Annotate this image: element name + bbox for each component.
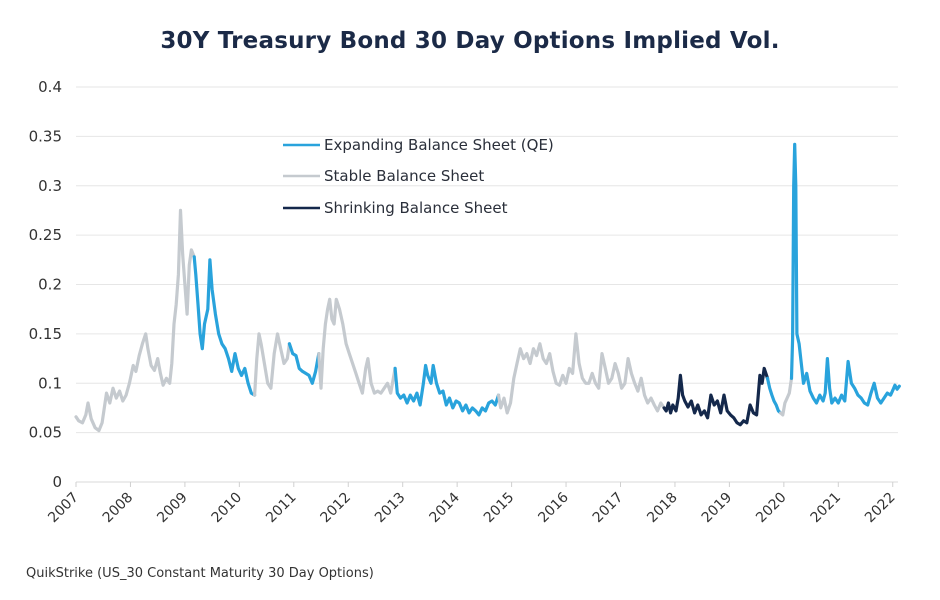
y-tick-label: 0.1 [38, 374, 62, 392]
legend: Expanding Balance Sheet (QE) Stable Balan… [283, 136, 554, 217]
x-tick-label: 2008 [100, 490, 137, 527]
series-line-expanding-segment-8 [765, 376, 783, 415]
x-tick-label: 2016 [535, 489, 572, 526]
gridlines [76, 86, 898, 483]
y-tick-label: 0.25 [29, 226, 62, 244]
series-line-stable-segment-4 [317, 297, 397, 395]
x-tick-label: 2014 [426, 489, 463, 526]
legend-label-shrinking: Shrinking Balance Sheet [324, 199, 508, 217]
series-line-expanding-segment-3 [287, 342, 321, 385]
series-line-shrinking-segment-7 [662, 366, 770, 427]
series-line-stable-segment-2 [253, 332, 291, 397]
x-tick-label: 2021 [808, 490, 845, 527]
x-tick-label: 2010 [209, 490, 246, 527]
x-tick-label: 2009 [154, 490, 191, 527]
y-tick-label: 0.35 [29, 127, 62, 145]
series-line-stable-segment-6 [496, 332, 666, 415]
x-tick-label: 2015 [481, 490, 518, 527]
x-axis-ticks: 2007 2008 2009 2010 2011 2012 2013 2014 2015 2016… [45, 482, 899, 527]
legend-label-expanding: Expanding Balance Sheet (QE) [324, 136, 554, 154]
x-tick-label: 2018 [644, 490, 681, 527]
series-line-stable-segment-9 [779, 376, 794, 417]
series-line-expanding-segment-1 [192, 255, 257, 397]
legend-label-stable: Stable Balance Sheet [324, 167, 484, 185]
source-note: QuikStrike (US_30 Constant Maturity 30 D… [26, 566, 374, 581]
series-line-stable-segment-0 [74, 208, 196, 433]
y-tick-label: 0.2 [38, 276, 62, 294]
x-tick-label: 2011 [263, 490, 300, 527]
y-tick-label: 0.4 [38, 78, 62, 96]
y-tick-label: 0.05 [29, 424, 62, 442]
chart-title: 30Y Treasury Bond 30 Day Options Implied… [160, 28, 780, 54]
x-tick-label: 2012 [318, 490, 355, 527]
y-tick-label: 0 [52, 473, 62, 491]
x-tick-label: 2017 [590, 490, 627, 527]
y-tick-label: 0.3 [38, 177, 62, 195]
series-line-expanding-segment-5 [393, 363, 501, 417]
x-tick-label: 2020 [753, 490, 790, 527]
y-tick-label: 0.15 [29, 325, 62, 343]
x-tick-label: 2007 [45, 490, 82, 527]
series-line-expanding-segment-10 [789, 142, 901, 407]
x-tick-label: 2022 [862, 490, 899, 527]
y-axis-ticks: 0 0.05 0.1 0.15 0.2 0.25 0.3 0.35 0.4 [29, 78, 62, 491]
series-lines [74, 142, 901, 433]
x-tick-label: 2019 [699, 490, 736, 527]
x-tick-label: 2013 [372, 490, 409, 527]
